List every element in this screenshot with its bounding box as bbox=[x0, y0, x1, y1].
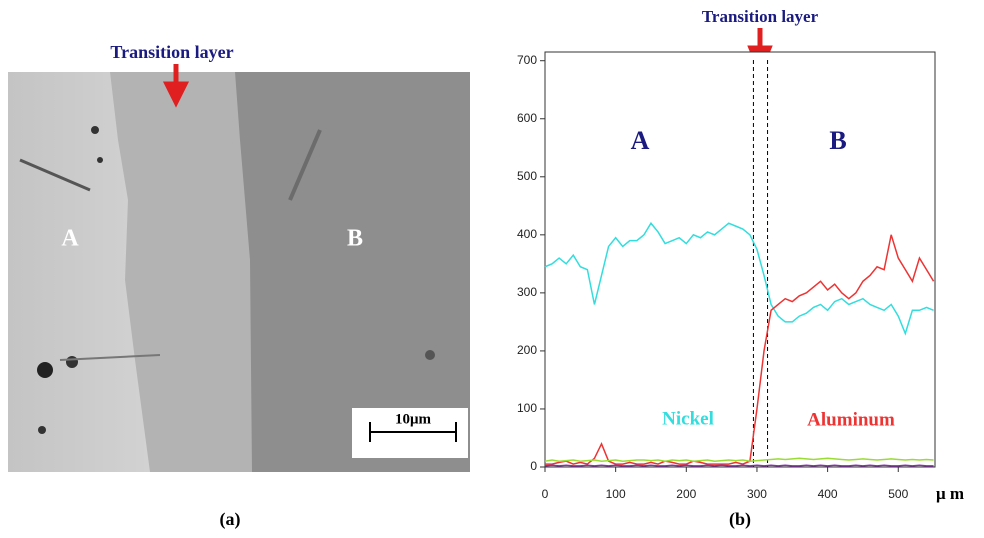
x-axis-label: μ m bbox=[936, 484, 964, 503]
y-tick-label: 400 bbox=[517, 227, 537, 241]
y-tick-label: 600 bbox=[517, 111, 537, 125]
caption: (b) bbox=[729, 509, 751, 530]
series-line bbox=[544, 457, 934, 462]
region-label: A bbox=[631, 126, 650, 155]
y-tick-label: 0 bbox=[530, 459, 537, 473]
pore bbox=[91, 126, 99, 134]
scale-text: 10μm bbox=[395, 411, 432, 427]
scale-bar bbox=[369, 422, 457, 442]
x-tick-label: 0 bbox=[542, 487, 549, 501]
chart: Transition layer (b) 0 100 200 300 400 500 600… bbox=[517, 7, 964, 530]
y-tick-label: 300 bbox=[517, 285, 537, 299]
crack bbox=[288, 129, 322, 201]
label-a: A bbox=[61, 226, 79, 252]
series-line bbox=[545, 234, 935, 465]
region-label: B bbox=[829, 126, 846, 155]
legend-label: Aluminum bbox=[807, 409, 895, 430]
micrograph: A B 10μm Transition layer (a) bbox=[8, 42, 470, 530]
plot-frame bbox=[544, 51, 936, 468]
x-tick-label: 500 bbox=[888, 487, 908, 501]
pore bbox=[37, 362, 53, 378]
chart-title: Transition layer bbox=[702, 7, 819, 26]
x-tick-label: 100 bbox=[606, 487, 626, 501]
pore bbox=[425, 350, 435, 360]
caption: (a) bbox=[220, 509, 241, 530]
y-tick-label: 200 bbox=[517, 343, 537, 357]
pore bbox=[66, 356, 78, 368]
crack bbox=[19, 158, 91, 192]
x-tick-label: 200 bbox=[676, 487, 696, 501]
pore bbox=[38, 426, 46, 434]
pore bbox=[97, 157, 103, 163]
label-b: B bbox=[347, 226, 363, 252]
arrow bbox=[162, 64, 190, 108]
x-tick-label: 400 bbox=[818, 487, 838, 501]
legend-label: Nickel bbox=[662, 408, 714, 429]
x-tick-label: 300 bbox=[747, 487, 767, 501]
annotation: Transition layer bbox=[110, 42, 233, 62]
y-tick-label: 100 bbox=[517, 401, 537, 415]
y-tick-label: 500 bbox=[517, 169, 537, 183]
series-line bbox=[544, 221, 934, 336]
series-line bbox=[544, 464, 934, 467]
y-tick-label: 700 bbox=[517, 53, 537, 67]
crack bbox=[59, 354, 161, 361]
